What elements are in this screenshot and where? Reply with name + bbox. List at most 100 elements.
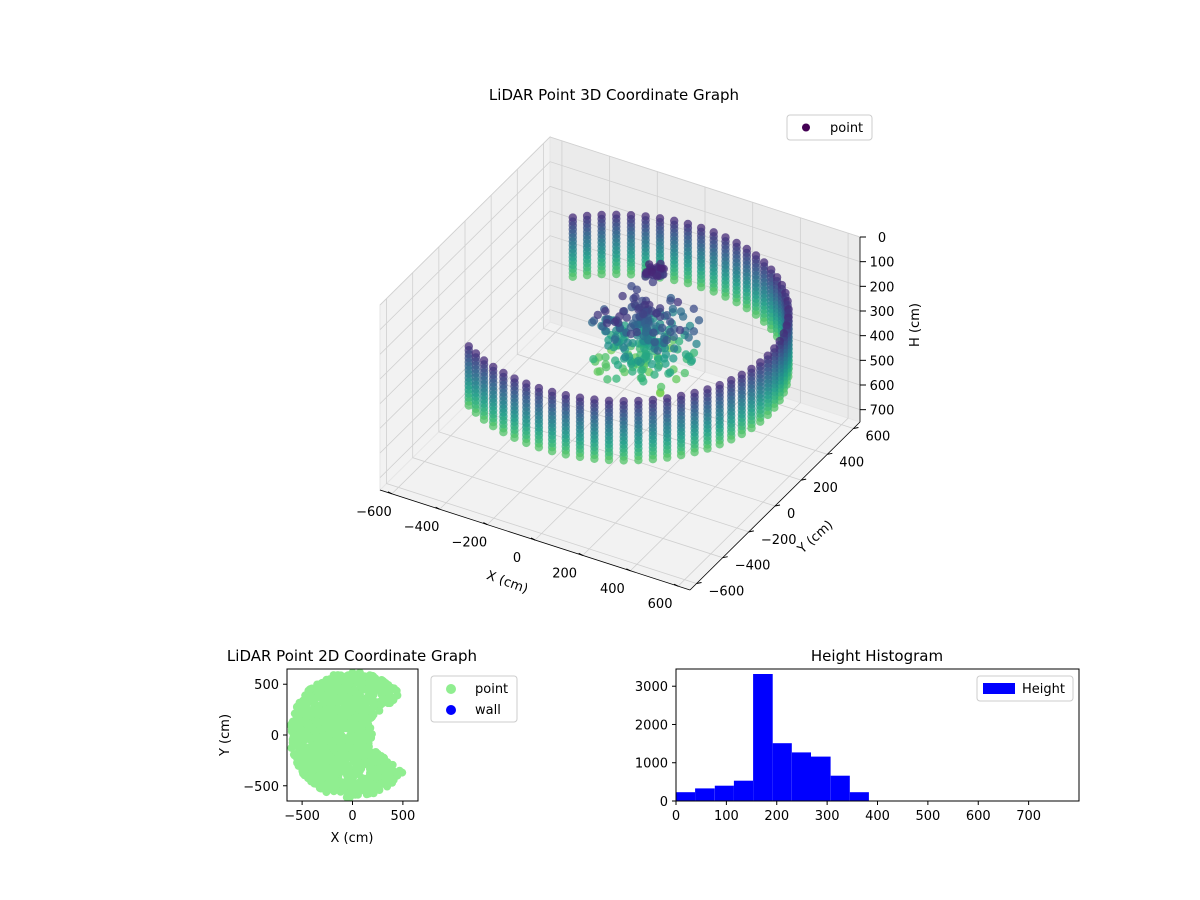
legend-histogram: Height	[976, 675, 1074, 702]
y-grid-line	[412, 272, 723, 559]
x-tick-label-3d: −400	[404, 520, 440, 535]
z-tick-label-3d: 200	[870, 280, 895, 295]
lidar-point-3d	[627, 359, 636, 369]
lidar-point-2d	[335, 705, 344, 714]
lidar-point-3d	[628, 367, 637, 376]
y-tick-3d	[853, 426, 859, 429]
lidar-point-2d	[319, 753, 328, 762]
lidar-point-3d	[631, 292, 640, 302]
lidar-point-3d	[690, 448, 699, 457]
lidar-point-2d	[313, 685, 322, 694]
x-tick-label-histogram: 100	[714, 809, 739, 824]
lidar-point-3d	[648, 277, 658, 287]
lidar-point-3d	[619, 456, 628, 465]
legend-2d-marker-wall	[446, 705, 456, 715]
lidar-point-3d	[632, 285, 642, 294]
lidar-point-3d	[670, 275, 679, 285]
x-tick-label-2d: 500	[390, 809, 415, 824]
lidar-point-3d	[656, 382, 666, 392]
y-tick-label-3d: 0	[787, 507, 795, 522]
y-tick-label-histogram: 0	[660, 795, 668, 810]
lidar-point-2d	[365, 778, 374, 787]
lidar-point-3d	[669, 354, 678, 363]
lidar-point-3d	[737, 429, 746, 439]
z-tick-label-3d: 0	[878, 231, 886, 246]
lidar-point-3d	[604, 341, 613, 350]
lidar-point-2d	[345, 792, 354, 801]
lidar-point-3d	[610, 335, 619, 344]
lidar-point-2d	[324, 731, 333, 740]
lidar-3d-chart: LiDAR Point 3D Coordinate Graph −600 −400…	[356, 86, 923, 612]
lidar-point-3d	[626, 329, 636, 339]
lidar-point-3d	[666, 317, 675, 326]
z-tick-label-3d: 700	[870, 404, 895, 419]
x-tick-label-3d: −600	[356, 505, 392, 520]
lidar-point-3d	[593, 310, 602, 320]
lidar-point-3d	[703, 444, 712, 453]
chart-3d-title: LiDAR Point 3D Coordinate Graph	[489, 86, 739, 104]
lidar-point-2d	[381, 759, 390, 768]
lidar-point-2d	[324, 705, 333, 714]
lidar-point-3d	[604, 455, 614, 465]
lidar-point-2d	[332, 714, 341, 723]
histogram-bar	[753, 674, 773, 801]
x-grid-line	[391, 140, 563, 495]
legend-3d-marker	[802, 123, 810, 132]
lidar-point-2d	[366, 769, 375, 778]
lidar-point-2d	[377, 676, 386, 684]
lidar-point-2d	[317, 774, 326, 783]
y-tick-3d	[801, 478, 807, 481]
lidar-point-2d	[353, 713, 362, 722]
lidar-point-2d	[311, 778, 320, 787]
histogram-bars	[676, 674, 985, 801]
legend-3d-frame	[786, 114, 873, 141]
lidar-point-3d	[639, 309, 648, 319]
lidar-point-3d	[602, 363, 611, 372]
x-tick-label-2d: −500	[284, 809, 320, 824]
lidar-point-3d	[471, 408, 481, 417]
lidar-point-3d	[687, 356, 697, 365]
lidar-point-2d	[342, 674, 351, 683]
x-tick-label-3d: 400	[600, 582, 625, 597]
lidar-point-2d	[314, 703, 323, 712]
legend-2d-label-point: point	[475, 682, 508, 697]
lidar-point-2d	[335, 765, 344, 774]
lidar-point-3d	[673, 297, 683, 307]
lidar-point-3d	[709, 287, 718, 296]
lidar-point-3d	[672, 375, 681, 384]
lidar-point-3d	[656, 389, 665, 398]
y-tick-label-histogram: 3000	[635, 680, 668, 695]
lidar-point-3d	[647, 360, 657, 369]
x-tick-label-histogram: 600	[966, 809, 991, 824]
lidar-point-2d	[300, 771, 309, 780]
ticks-2d: −500 0 500 −500 0 500	[243, 678, 415, 824]
z-grid-line	[379, 259, 861, 429]
lidar-point-3d	[668, 304, 678, 313]
lidar-point-3d	[665, 368, 675, 377]
lidar-point-3d	[636, 358, 645, 367]
lidar-point-2d	[359, 731, 368, 740]
lidar-point-2d	[341, 755, 350, 764]
lidar-point-2d	[312, 716, 321, 725]
lidar-point-3d	[464, 401, 473, 410]
y-axis-line-3d	[689, 421, 861, 591]
lidar-point-2d	[385, 769, 394, 778]
lidar-point-3d	[621, 352, 630, 362]
lidar-point-3d	[759, 317, 769, 326]
lidar-point-2d	[305, 685, 314, 694]
lidar-point-2d	[336, 744, 345, 753]
lidar-point-2d	[304, 744, 313, 752]
lidar-point-3d	[622, 313, 631, 322]
lidar-point-2d	[305, 722, 314, 730]
x-tick-label-3d: −200	[451, 536, 487, 551]
y-tick-3d	[722, 556, 728, 559]
lidar-point-3d	[654, 363, 663, 372]
lidar-point-2d	[287, 719, 296, 728]
z-axis-label-3d: H (cm)	[908, 303, 923, 347]
lidar-point-3d	[694, 316, 704, 325]
lidar-point-3d	[582, 271, 592, 280]
z-tick-label-3d: 600	[870, 379, 895, 394]
lidar-point-3d	[648, 455, 658, 464]
x-tick-label-histogram: 0	[672, 809, 680, 824]
histogram-bar	[695, 788, 715, 801]
